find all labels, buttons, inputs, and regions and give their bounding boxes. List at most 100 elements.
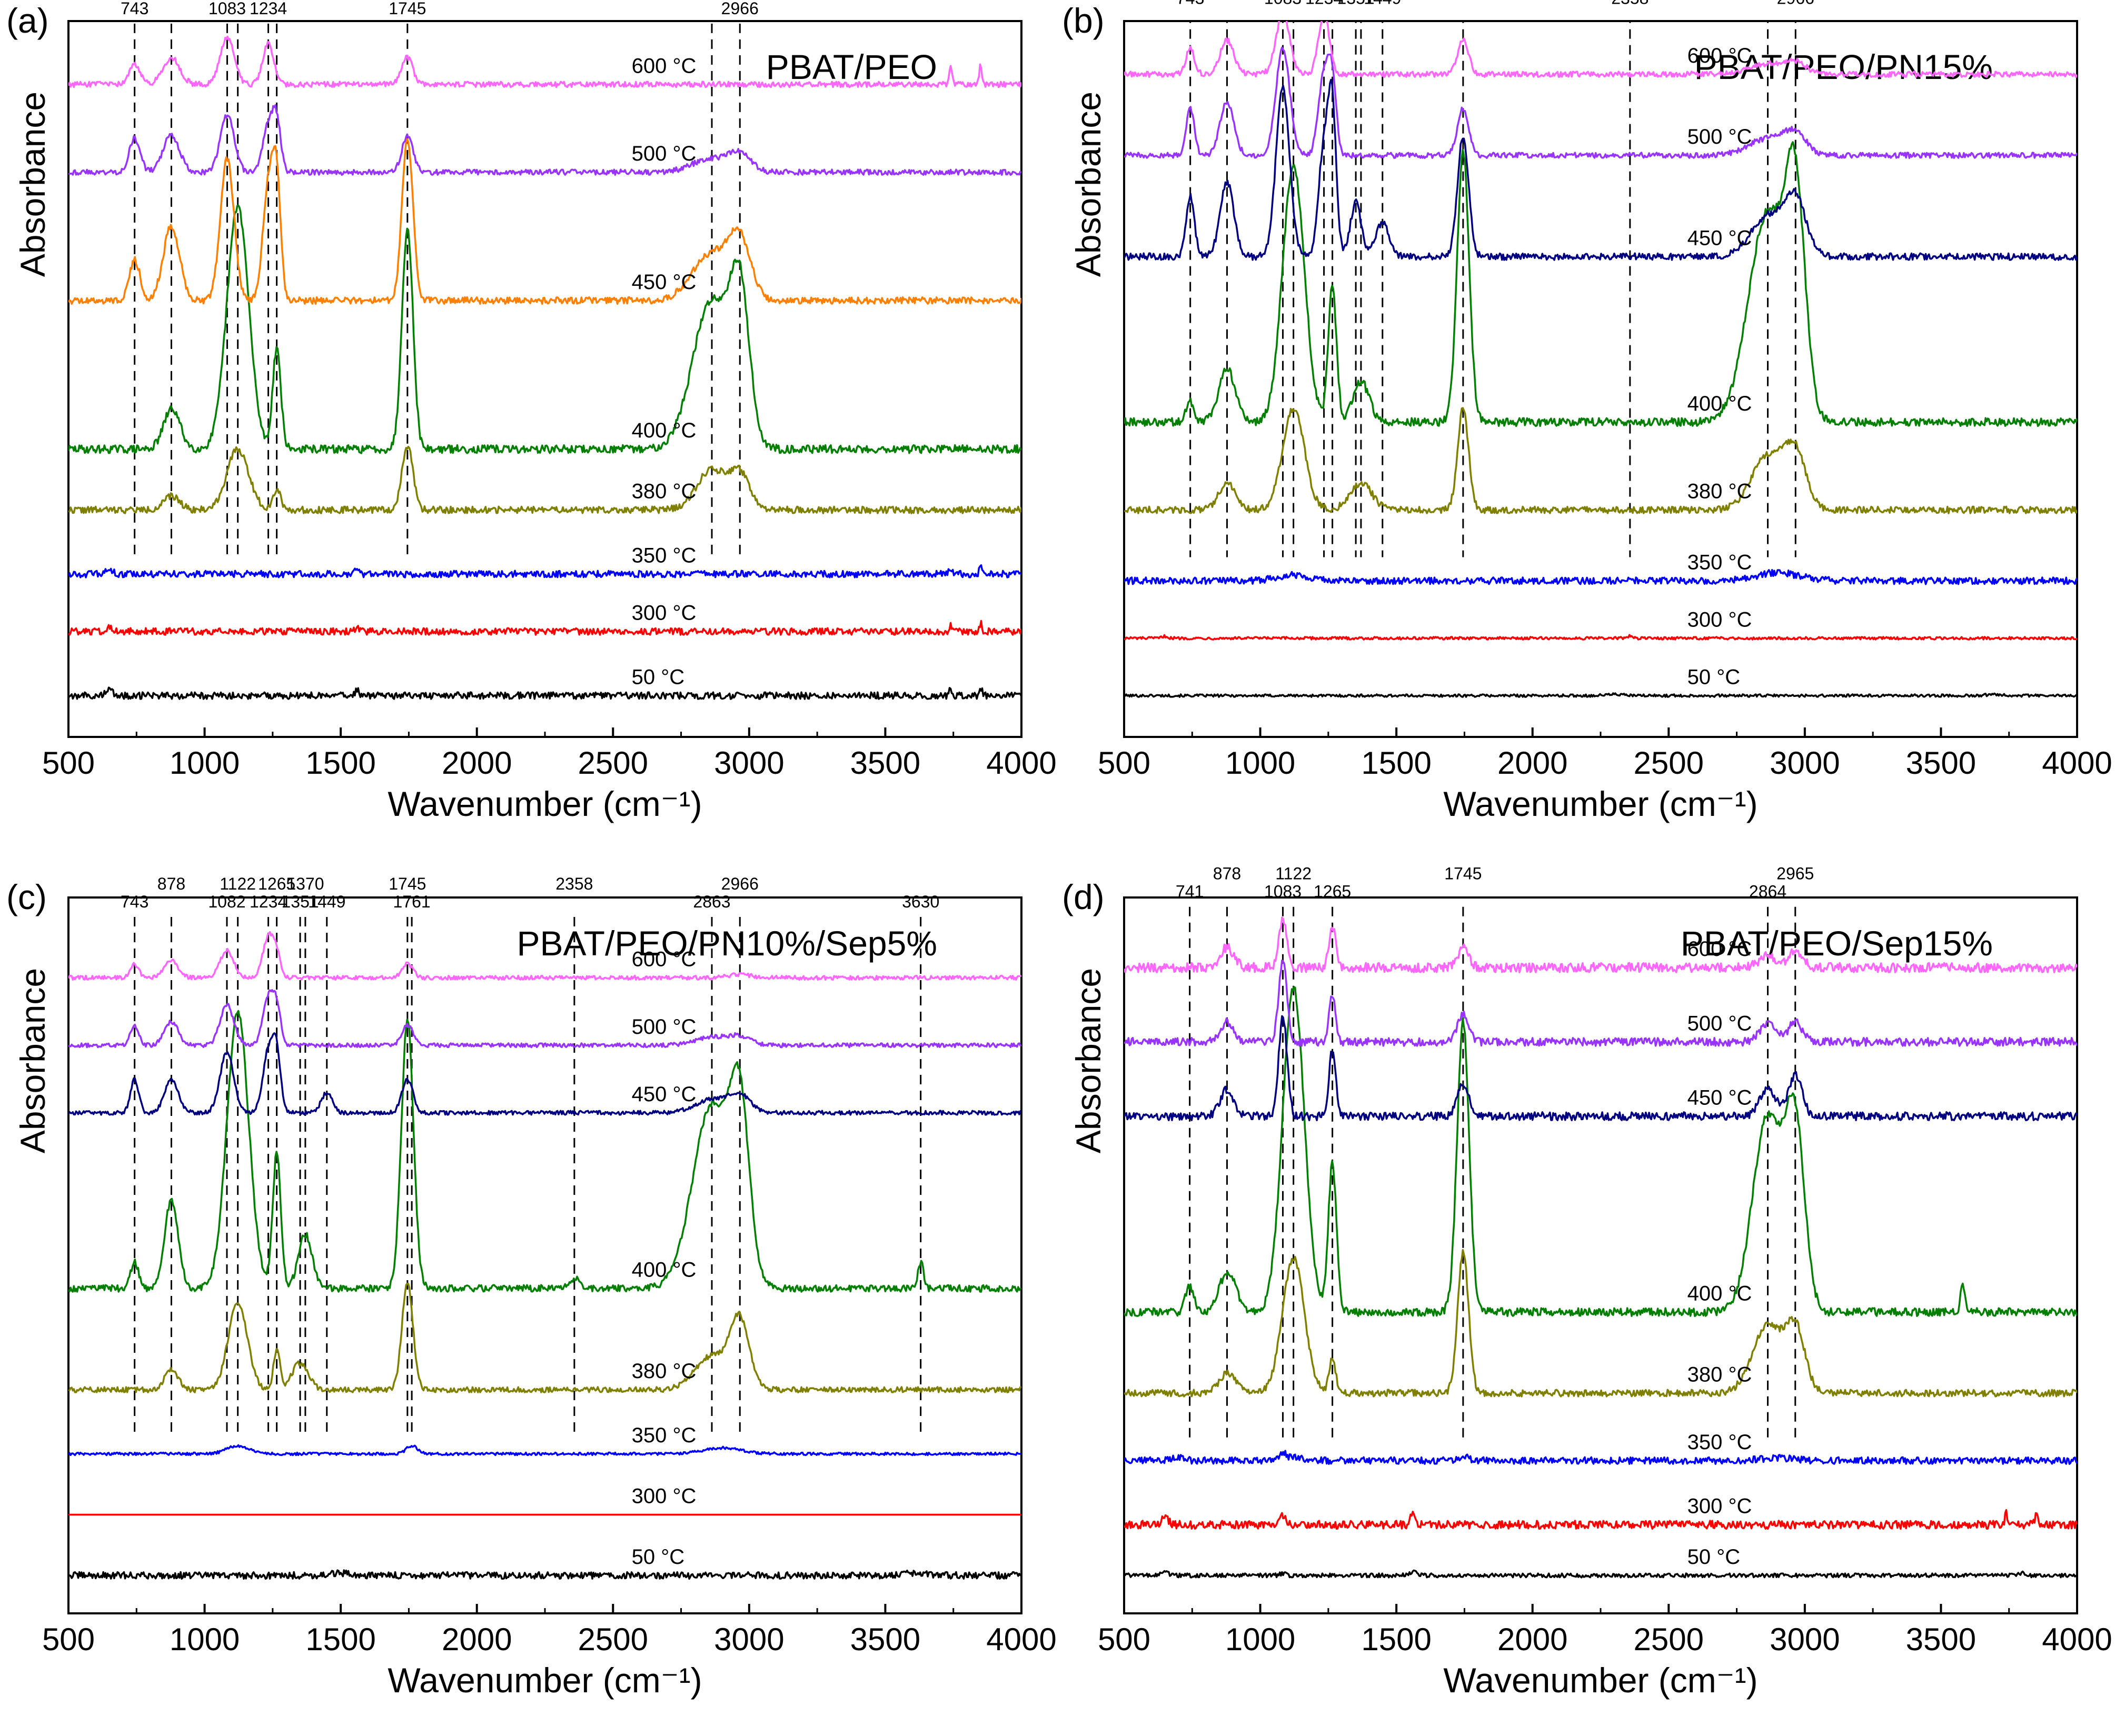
peak-label-1083: 1083 bbox=[208, 0, 246, 18]
spectrum-50C bbox=[68, 686, 1021, 700]
peak-label-878: 878 bbox=[157, 874, 185, 893]
x-tick-label: 3000 bbox=[1770, 745, 1840, 781]
spectrum-500C bbox=[68, 104, 1021, 176]
temperature-label: 380 °C bbox=[1687, 1363, 1752, 1386]
spectrum-350C bbox=[68, 1444, 1021, 1456]
spectrum-450C bbox=[1124, 78, 2077, 261]
peak-label-2965: 2965 bbox=[1776, 864, 1814, 883]
spectrum-400C bbox=[1124, 986, 2077, 1317]
x-tick-label: 500 bbox=[1098, 1622, 1150, 1657]
x-tick-label: 1000 bbox=[1225, 1622, 1295, 1657]
x-tick-label: 2500 bbox=[1634, 745, 1704, 781]
peak-label-1083: 1083 bbox=[1264, 882, 1302, 901]
peak-label-2966: 2966 bbox=[1777, 0, 1814, 8]
peak-label-1234: 1234 bbox=[1305, 0, 1343, 8]
x-tick-label: 500 bbox=[42, 1622, 95, 1657]
panel-letter: (b) bbox=[1062, 1, 1105, 40]
peak-label-1234: 1234 bbox=[250, 0, 287, 18]
x-tick-label: 1500 bbox=[305, 745, 375, 781]
plot-frame bbox=[67, 20, 1022, 738]
spectra bbox=[1124, 21, 2077, 698]
peak-label-2358: 2358 bbox=[1611, 0, 1649, 8]
panel-d: 500 1000 1500 2000 2500 3000 3500 4000 Wavenumbe… bbox=[1062, 864, 2112, 1700]
x-tick-label: 2500 bbox=[578, 745, 648, 781]
peak-label-2966: 2966 bbox=[721, 874, 759, 893]
peak-label-1761: 1761 bbox=[393, 892, 431, 911]
peak-label-2358: 2358 bbox=[555, 874, 593, 893]
spectra bbox=[68, 35, 1021, 700]
spectrum-450C bbox=[68, 1032, 1021, 1116]
y-axis-title: Absorbance bbox=[1069, 968, 1108, 1153]
panel-b: 500 1000 1500 2000 2500 3000 3500 4000 Wavenumbe… bbox=[1062, 0, 2112, 823]
spectrum-500C bbox=[68, 989, 1021, 1049]
peak-label-1745: 1745 bbox=[389, 0, 426, 18]
spectrum-600C bbox=[1124, 916, 2077, 973]
peak-label-1082: 1082 bbox=[208, 892, 245, 911]
x-tick-label: 4000 bbox=[986, 1622, 1056, 1657]
x-tick-label: 2000 bbox=[442, 745, 512, 781]
temperature-label: 600 °C bbox=[1687, 937, 1752, 961]
spectrum-400C bbox=[68, 204, 1021, 454]
temperature-label: 450 °C bbox=[632, 1083, 697, 1106]
spectrum-600C bbox=[68, 931, 1021, 981]
x-tick-label: 2500 bbox=[1634, 1622, 1704, 1657]
x-tick-label: 2000 bbox=[1497, 1622, 1567, 1657]
panel-title: PBAT/PEO bbox=[766, 47, 937, 86]
temperature-label: 600 °C bbox=[632, 947, 697, 971]
x-tick-label: 1000 bbox=[170, 745, 240, 781]
x-tick-label: 1000 bbox=[170, 1622, 240, 1657]
peak-label-1351: 1351 bbox=[1337, 0, 1374, 8]
x-axis-title: Wavenumber (cm⁻¹) bbox=[388, 784, 702, 823]
peak-label-1351: 1351 bbox=[281, 892, 319, 911]
panel-letter: (d) bbox=[1062, 877, 1105, 916]
x-tick-label: 3500 bbox=[850, 1622, 920, 1657]
temperature-label: 50 °C bbox=[632, 666, 685, 689]
plot-frame bbox=[1123, 20, 2078, 738]
temperature-label: 350 °C bbox=[632, 544, 697, 567]
temperature-label: 600 °C bbox=[632, 54, 697, 77]
plot-frame bbox=[67, 896, 1022, 1614]
panel-title: PBAT/PEO/PN15% bbox=[1694, 47, 1993, 86]
x-tick-label: 500 bbox=[42, 745, 95, 781]
peak-label-1265: 1265 bbox=[258, 874, 295, 893]
panel-title: PBAT/PEO/Sep15% bbox=[1681, 924, 1993, 963]
peak-label-1745: 1745 bbox=[1444, 864, 1482, 883]
x-tick-label: 1500 bbox=[305, 1622, 375, 1657]
y-axis-title: Absorbance bbox=[13, 968, 52, 1153]
spectrum-380C bbox=[68, 1282, 1021, 1393]
spectrum-50C bbox=[68, 1569, 1021, 1580]
x-tick-label: 4000 bbox=[2042, 1622, 2112, 1657]
temperature-label: 600 °C bbox=[1687, 44, 1752, 67]
x-axis-title: Wavenumber (cm⁻¹) bbox=[1443, 1661, 1757, 1700]
spectrum-380C bbox=[1124, 407, 2077, 514]
temperature-label: 400 °C bbox=[1687, 1282, 1752, 1305]
spectrum-50C bbox=[1124, 692, 2077, 698]
temperature-label: 450 °C bbox=[632, 271, 697, 294]
peak-label-1449: 1449 bbox=[1364, 0, 1401, 8]
peak-label-2863: 2863 bbox=[693, 892, 730, 911]
panel-letter: (c) bbox=[6, 877, 47, 916]
peak-guide-lines bbox=[1189, 906, 1796, 1441]
peak-label-878: 878 bbox=[1213, 864, 1241, 883]
peak-label-743: 743 bbox=[121, 892, 148, 911]
spectrum-600C bbox=[1124, 21, 2077, 78]
temperature-label: 500 °C bbox=[1687, 125, 1752, 148]
peak-label-1449: 1449 bbox=[308, 892, 345, 911]
temperature-label: 400 °C bbox=[632, 419, 697, 442]
x-axis-title: Wavenumber (cm⁻¹) bbox=[1443, 784, 1757, 823]
temperature-label: 350 °C bbox=[632, 1424, 697, 1447]
peak-label-1083: 1083 bbox=[1264, 0, 1302, 8]
x-tick-label: 1500 bbox=[1361, 745, 1431, 781]
temperature-label: 300 °C bbox=[1687, 608, 1752, 631]
spectrum-400C bbox=[68, 1010, 1021, 1293]
panel-letter: (a) bbox=[6, 1, 49, 40]
spectrum-600C bbox=[68, 35, 1021, 88]
peak-label-743: 743 bbox=[1176, 0, 1204, 8]
temperature-label: 400 °C bbox=[632, 1259, 697, 1282]
peak-label-743: 743 bbox=[121, 0, 148, 18]
spectrum-400C bbox=[1124, 141, 2077, 427]
spectra bbox=[68, 931, 1021, 1580]
temperature-label: 380 °C bbox=[1687, 480, 1752, 503]
y-axis-title: Absorbance bbox=[13, 92, 52, 277]
